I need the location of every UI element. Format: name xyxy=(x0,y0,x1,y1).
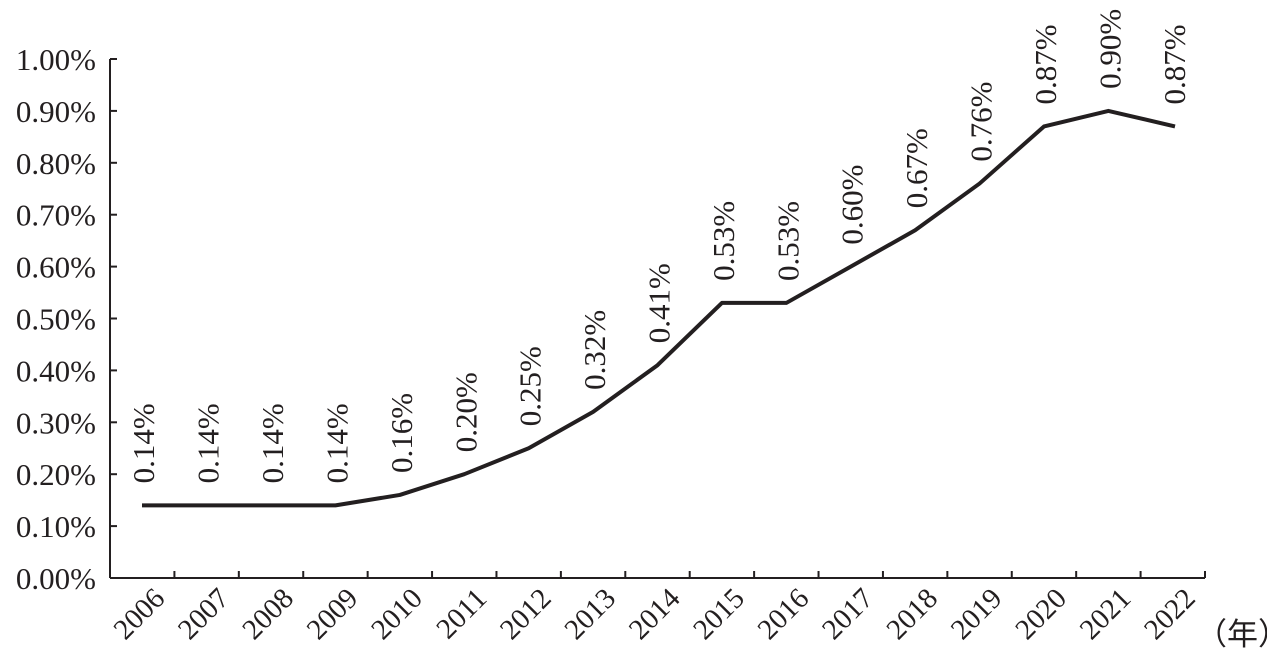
data-label: 0.53% xyxy=(706,201,741,281)
x-axis: 2006 2007 2008 2009 2010 2011 2012 2013 2014 2015… xyxy=(108,571,1206,646)
data-label: 0.14% xyxy=(319,403,354,483)
x-tick-label: 2021 xyxy=(1074,582,1138,646)
x-tick-label: 2008 xyxy=(236,582,300,646)
series-line-group xyxy=(142,108,1176,508)
data-label: 0.14% xyxy=(191,403,226,483)
x-tick-label: 2006 xyxy=(108,582,172,646)
x-tick-label: 2022 xyxy=(1138,582,1202,646)
x-tick-label: 2013 xyxy=(558,582,622,646)
x-tick-label: 2007 xyxy=(172,582,236,646)
x-tick-label: 2020 xyxy=(1009,582,1073,646)
x-axis-unit-label: （年） xyxy=(1196,617,1267,652)
x-tick-label: 2010 xyxy=(365,582,429,646)
x-tick-label: 2011 xyxy=(430,582,493,645)
data-label: 0.25% xyxy=(513,346,548,426)
x-tick-label: 2012 xyxy=(494,582,558,646)
data-label: 0.76% xyxy=(964,81,999,161)
y-tick-label: 0.60% xyxy=(16,250,96,285)
y-tick-label: 0.80% xyxy=(16,146,96,181)
data-labels: 0.14% 0.14% 0.14% 0.14% 0.16% 0.20% 0.25% 0.32%… xyxy=(126,9,1192,484)
y-tick-label: 0.30% xyxy=(16,405,96,440)
data-label: 0.90% xyxy=(1092,9,1127,89)
x-tick-label: 2016 xyxy=(752,582,816,646)
series-line xyxy=(142,108,1176,508)
data-label: 0.60% xyxy=(835,165,870,245)
y-tick-label: 0.00% xyxy=(16,561,96,596)
x-tick-label: 2014 xyxy=(623,582,687,646)
y-tick-label: 0.40% xyxy=(16,353,96,388)
y-tick-label: 0.70% xyxy=(16,198,96,233)
y-tick-label: 0.50% xyxy=(16,302,96,337)
data-label: 0.67% xyxy=(899,128,934,208)
x-tick-label: 2009 xyxy=(301,582,365,646)
data-label: 0.32% xyxy=(577,310,612,390)
y-tick-label: 1.00% xyxy=(16,42,96,77)
y-tick-label: 0.10% xyxy=(16,509,96,544)
y-tick-label: 0.90% xyxy=(16,94,96,129)
x-tick-label: 2017 xyxy=(816,582,880,646)
x-tick-label: 2018 xyxy=(880,582,944,646)
data-label: 0.14% xyxy=(126,403,161,483)
y-axis: 0.00% 0.10% 0.20% 0.30% 0.40% 0.50% 0.60% 0.70%… xyxy=(16,42,117,596)
x-tick-label: 2019 xyxy=(945,582,1009,646)
data-label: 0.16% xyxy=(384,393,419,473)
data-label: 0.14% xyxy=(255,403,290,483)
data-label: 0.87% xyxy=(1028,24,1063,104)
x-tick-label: 2015 xyxy=(687,582,751,646)
y-tick-label: 0.20% xyxy=(16,457,96,492)
data-label: 0.20% xyxy=(448,372,483,452)
data-label: 0.41% xyxy=(642,263,677,343)
data-label: 0.87% xyxy=(1157,24,1192,104)
data-label: 0.53% xyxy=(770,201,805,281)
